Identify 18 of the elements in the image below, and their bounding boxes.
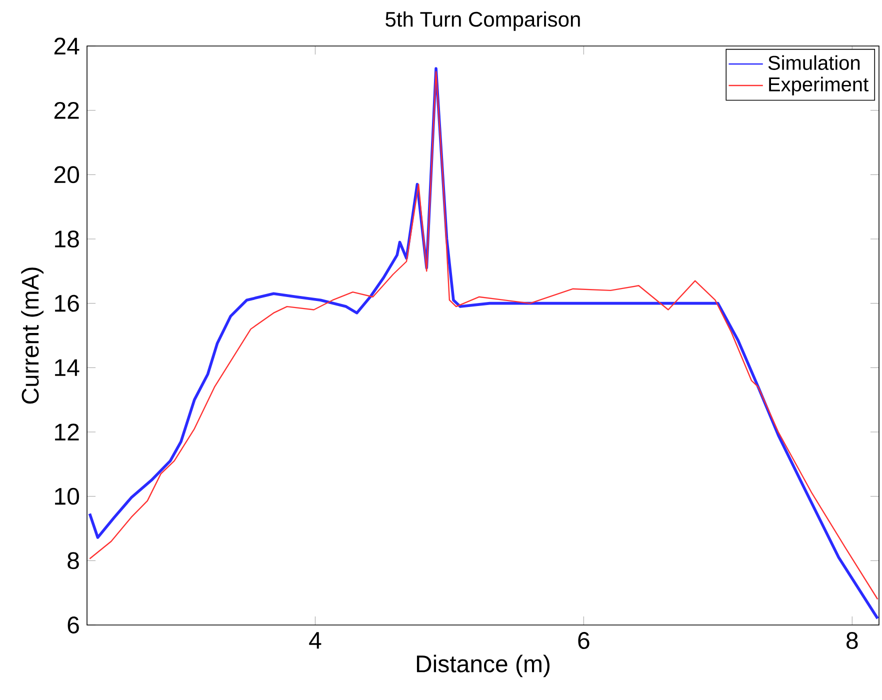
x-tick-label: 6 <box>578 632 590 650</box>
y-tick-label: 20 <box>54 166 80 184</box>
y-tick-label: 24 <box>54 38 80 54</box>
y-tick-label: 10 <box>55 488 80 505</box>
x-tick-label: 4 <box>309 632 322 649</box>
x-axis-title: Distance (m) <box>416 654 550 678</box>
y-tick-label: 12 <box>55 424 79 440</box>
y-tick-label: 6 <box>68 616 79 634</box>
x-tick-label: 8 <box>846 632 858 650</box>
y-axis-title: Current (mA) <box>21 268 44 404</box>
y-tick-label: 18 <box>55 230 79 248</box>
y-tick-label: 22 <box>54 102 79 119</box>
legend-label: Simulation <box>768 55 860 70</box>
y-tick-label: 14 <box>55 359 80 376</box>
y-tick-label: 16 <box>55 294 79 312</box>
legend-label: Experiment <box>769 76 868 96</box>
chart-title: 5th Turn Comparison <box>386 11 580 31</box>
y-tick-label: 8 <box>68 552 79 570</box>
